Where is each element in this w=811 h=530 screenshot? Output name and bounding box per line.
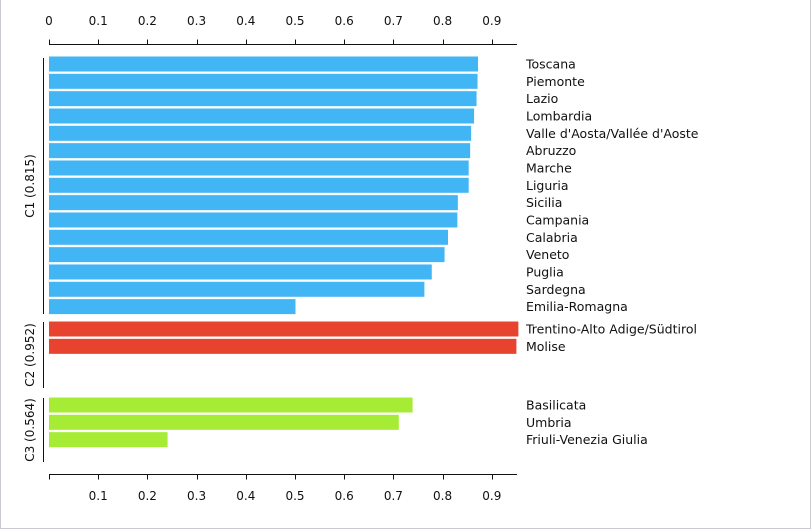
top-tick-label: 0.6 <box>335 14 354 28</box>
bar <box>49 73 478 89</box>
top-tick-label: 0.3 <box>187 14 206 28</box>
bar <box>49 247 445 263</box>
bar <box>49 397 413 413</box>
row-label: Lazio <box>526 91 558 106</box>
row-label: Valle d'Aosta/Vallée d'Aoste <box>526 126 699 141</box>
row-label: Calabria <box>526 230 578 245</box>
row-label: Trentino-Alto Adige/Südtirol <box>525 322 697 337</box>
bar <box>49 338 517 354</box>
bottom-axis: 0.1 0.2 0.3 0.4 0.5 0.6 0.7 0.8 0.9 <box>49 474 517 503</box>
row-label: Basilicata <box>526 398 586 413</box>
bottom-tick-label: 0.2 <box>138 489 157 503</box>
cluster-label: C1 (0.815) <box>23 154 37 218</box>
top-tick-label: 0.1 <box>89 14 108 28</box>
bar <box>49 212 458 228</box>
bar <box>49 264 432 280</box>
row-label: Veneto <box>526 247 569 262</box>
bar <box>49 432 168 448</box>
bottom-tick-label: 0.6 <box>335 489 354 503</box>
bottom-tick-label: 0.8 <box>433 489 452 503</box>
bar <box>49 177 469 193</box>
row-label: Emilia-Romagna <box>526 299 628 314</box>
bar <box>49 299 296 315</box>
top-axis: 0 0.1 0.2 0.3 0.4 0.5 0.6 0.7 0.8 0.9 <box>45 14 517 45</box>
top-tick-label: 0.4 <box>236 14 255 28</box>
bar <box>49 125 472 141</box>
row-label: Molise <box>526 339 566 354</box>
bottom-tick-label: 0.5 <box>285 489 304 503</box>
row-label: Lombardia <box>526 108 592 123</box>
top-tick-label: 0.9 <box>482 14 501 28</box>
bar <box>49 195 458 211</box>
top-tick-label: 0.7 <box>384 14 403 28</box>
bar <box>49 91 477 107</box>
bar <box>49 414 399 430</box>
row-label: Friuli-Venezia Giulia <box>526 432 648 447</box>
row-label: Abruzzo <box>526 143 576 158</box>
top-tick-label: 0 <box>45 14 53 28</box>
bar <box>49 281 425 297</box>
bar <box>49 108 475 124</box>
bottom-tick-label: 0.3 <box>187 489 206 503</box>
bottom-tick-label: 0.4 <box>236 489 255 503</box>
top-tick-label: 0.5 <box>285 14 304 28</box>
cluster-label: C2 (0.952) <box>23 323 37 387</box>
bar <box>49 229 449 245</box>
row-label: Piemonte <box>526 74 585 89</box>
bottom-tick-label: 0.9 <box>482 489 501 503</box>
row-label: Marche <box>526 160 572 175</box>
row-label: Umbria <box>526 415 572 430</box>
top-tick-label: 0.2 <box>138 14 157 28</box>
top-tick-label: 0.8 <box>433 14 452 28</box>
row-label: Puglia <box>526 264 564 279</box>
row-label: Liguria <box>526 178 569 193</box>
bar <box>49 321 519 337</box>
cluster-3: C3 (0.564) Basilicata Umbria Friuli-Venezia… <box>23 397 648 462</box>
row-label: Toscana <box>525 57 576 72</box>
clusters: C1 (0.815) Toscana Piemonte Lazio Lombardia V… <box>23 56 699 462</box>
bar <box>49 160 469 176</box>
row-label: Campania <box>526 212 589 227</box>
bar <box>49 143 471 159</box>
bottom-tick-label: 0.7 <box>384 489 403 503</box>
row-label: Sicilia <box>526 195 562 210</box>
bar <box>49 56 479 72</box>
bottom-tick-label: 0.1 <box>89 489 108 503</box>
row-label: Sardegna <box>526 282 586 297</box>
cluster-2: C2 (0.952) Trentino-Alto Adige/Südtirol Mo… <box>23 321 697 388</box>
cluster-1: C1 (0.815) Toscana Piemonte Lazio Lombardia V… <box>23 56 699 315</box>
cluster-label: C3 (0.564) <box>23 398 37 462</box>
